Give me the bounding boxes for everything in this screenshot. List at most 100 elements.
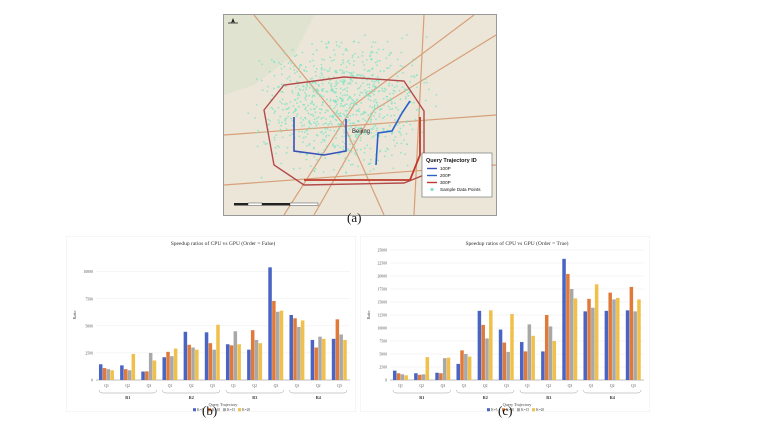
bar xyxy=(523,351,528,380)
group-label: R3 xyxy=(252,395,257,400)
trajectory-map: Beijing Query Trajectory ID 100P 200P 300P… xyxy=(223,14,497,216)
y-axis-label: Ratio xyxy=(72,310,77,319)
x-tick-label: Q3 xyxy=(441,384,446,388)
x-tick-label: Q1 xyxy=(398,384,403,388)
legend-title: Query Trajectory ID xyxy=(426,158,477,164)
bar xyxy=(498,329,503,380)
bar xyxy=(460,350,464,380)
bar xyxy=(604,310,609,380)
bar xyxy=(195,349,199,380)
bar xyxy=(616,297,620,380)
bar xyxy=(421,374,426,380)
bar xyxy=(552,341,557,380)
legend-swatch xyxy=(223,408,226,412)
bar xyxy=(102,368,107,380)
bar xyxy=(331,338,336,380)
x-axis-label: Query Trajectory xyxy=(503,402,533,407)
bar xyxy=(510,313,514,380)
legend-item-label: K=20 xyxy=(536,408,544,412)
bar xyxy=(225,344,230,380)
x-tick-label: Q1 xyxy=(168,384,173,388)
bar xyxy=(183,331,188,380)
bar xyxy=(481,324,485,380)
bar xyxy=(166,351,170,380)
y-tick-label: 5000 xyxy=(85,324,93,328)
x-tick-label: Q2 xyxy=(316,384,321,388)
group-bracket xyxy=(162,389,221,394)
y-tick-label: 0 xyxy=(385,379,387,383)
bar xyxy=(591,307,595,380)
bar xyxy=(527,324,532,380)
bar xyxy=(268,267,272,380)
bar xyxy=(566,273,570,380)
group-bracket xyxy=(456,389,515,394)
bar xyxy=(396,373,401,380)
bar xyxy=(485,338,489,380)
bar xyxy=(489,310,493,380)
group-bracket xyxy=(519,389,578,394)
y-tick-label: 15000 xyxy=(378,301,388,305)
bar xyxy=(162,357,166,380)
bar xyxy=(254,339,259,380)
group-bracket xyxy=(289,389,348,394)
compass-icon xyxy=(228,18,238,24)
legend-swatch xyxy=(502,408,505,412)
bar xyxy=(275,311,280,380)
y-tick-label: 20000 xyxy=(378,275,388,279)
trajectory-200p xyxy=(375,100,411,166)
x-tick-label: Q2 xyxy=(610,384,615,388)
legend-item-label: K=5 xyxy=(491,408,498,412)
y-tick-label: 5000 xyxy=(379,353,387,357)
city-label: Beijing xyxy=(352,129,370,135)
chart-title: Speedup ratios of CPU vs GPU (Order = Fa… xyxy=(171,240,276,247)
group-label: R3 xyxy=(546,395,551,400)
bar xyxy=(625,310,630,380)
x-tick-label: Q3 xyxy=(631,384,636,388)
bar xyxy=(531,335,535,380)
bar xyxy=(477,310,482,380)
bar xyxy=(208,343,213,380)
y-tick-label: 10000 xyxy=(378,327,388,331)
bar xyxy=(250,330,255,380)
bar xyxy=(131,354,136,380)
bar xyxy=(293,318,297,380)
bar xyxy=(110,370,114,380)
y-tick-label: 2500 xyxy=(379,366,387,370)
group-label: R1 xyxy=(419,395,424,400)
x-tick-label: Q2 xyxy=(252,384,257,388)
bar xyxy=(414,373,418,380)
x-tick-label: Q1 xyxy=(525,384,530,388)
legend-swatch xyxy=(430,187,434,192)
bar xyxy=(343,339,347,380)
legend-swatch xyxy=(532,408,535,412)
bar xyxy=(404,375,408,380)
x-tick-label: Q2 xyxy=(419,384,424,388)
bar xyxy=(425,357,430,380)
scale-bar xyxy=(234,202,319,206)
bar xyxy=(439,373,443,380)
y-tick-label: 7500 xyxy=(85,297,93,301)
group-bracket xyxy=(225,389,284,394)
legend-item-label: 200P xyxy=(440,173,451,178)
bar xyxy=(318,336,322,380)
bar xyxy=(123,369,128,380)
group-bracket xyxy=(583,389,642,394)
bar xyxy=(148,352,153,380)
bar xyxy=(187,344,191,380)
bar xyxy=(562,258,566,380)
bar xyxy=(229,345,234,380)
y-tick-label: 12500 xyxy=(378,314,388,318)
x-tick-label: Q3 xyxy=(147,384,152,388)
legend-item-label: K=20 xyxy=(242,408,250,412)
legend-swatch xyxy=(193,408,196,412)
panel-label-a: (a) xyxy=(347,210,362,225)
legend-item-label: K=10 xyxy=(506,408,514,412)
trajectory-300p xyxy=(304,117,421,181)
panel-label-c: (c) xyxy=(498,403,513,418)
bar xyxy=(629,286,634,380)
map-legend: Query Trajectory ID 100P 200P 300P Sample D… xyxy=(421,152,493,198)
group-label: R2 xyxy=(189,395,194,400)
legend-swatch xyxy=(208,408,211,412)
map-canvas: Beijing Query Trajectory ID 100P 200P 300P… xyxy=(224,15,496,215)
bar xyxy=(467,356,472,380)
